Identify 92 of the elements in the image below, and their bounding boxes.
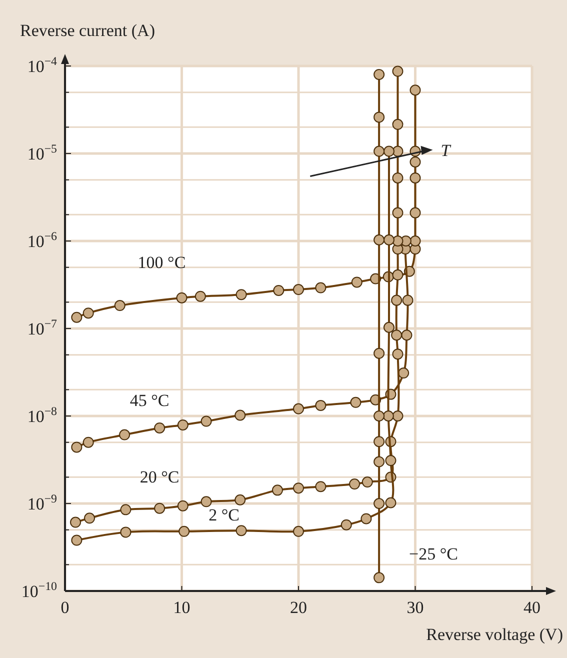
point [392,207,404,218]
point [410,172,421,184]
point [119,429,130,440]
annotation: T [440,140,452,160]
point [374,348,385,359]
point [362,476,373,488]
point [177,500,188,512]
point [234,494,246,506]
point [374,410,385,422]
point [114,300,126,312]
point [178,526,190,537]
point [176,292,188,304]
point [392,269,404,280]
point [315,481,326,492]
point [272,484,283,496]
point [194,290,206,302]
series-label: 2 °C [208,505,240,524]
y-tick-label: 10$^{−7}$ [27,316,58,338]
point [374,456,385,468]
point [392,348,404,360]
point [84,512,96,524]
point [383,234,394,246]
point [391,294,402,306]
point [385,497,396,508]
y-tick-label: 10$^{−8}$ [27,404,58,426]
point [374,436,385,448]
x-tick-label: 40 [524,598,540,617]
point [402,294,414,306]
point [315,400,326,411]
point [398,368,410,379]
series-label: 20 °C [140,467,180,486]
x-axis-title: Reverse voltage (V) [426,625,563,644]
x-tick-label: 30 [406,598,424,617]
point [392,172,404,184]
point [350,396,362,408]
point [392,66,404,77]
point [360,513,372,524]
point [383,146,394,157]
point [351,276,362,288]
x-tick-label: 10 [173,598,190,617]
point [293,403,304,414]
point [154,502,166,514]
point [392,410,404,422]
point [293,284,304,296]
point [383,322,394,333]
series-label: −25 °C [409,544,458,564]
point [70,516,82,528]
point [410,207,421,218]
point [349,478,360,490]
y-tick-label: 10$^{−9}$ [27,492,58,514]
point [200,496,212,508]
point [71,442,82,453]
point [374,234,385,246]
point [385,455,396,466]
point [120,526,132,538]
point [391,330,402,341]
point [410,156,421,168]
point [293,526,304,537]
point [374,68,385,80]
point [392,118,404,130]
series-label: 45 °C [130,390,170,410]
point [71,534,82,546]
point [374,112,385,123]
point [120,504,132,516]
point [82,436,94,448]
y-tick-label: 10$^{−10}$ [21,579,58,601]
point [82,308,94,319]
point [293,482,304,494]
point [374,572,385,584]
y-tick-label: 10$^{−4}$ [27,54,58,76]
point [374,146,385,157]
point [315,282,326,294]
y-axis-title: Reverse current (A) [20,21,155,40]
point [154,422,166,434]
point [401,330,412,341]
point [200,416,212,427]
x-tick-label: 0 [60,598,70,617]
point [374,498,385,509]
point [71,312,82,323]
point [410,236,421,246]
point [234,410,246,421]
y-tick-label: 10$^{−6}$ [27,229,58,251]
point [177,419,188,430]
point [382,410,394,422]
point [236,289,247,300]
point [410,84,421,96]
point [340,519,352,530]
x-tick-label: 20 [290,598,307,617]
y-tick-label: 10$^{−5}$ [27,142,58,164]
point [273,284,284,296]
point [236,525,247,536]
series-label: 100 °C [138,252,186,272]
